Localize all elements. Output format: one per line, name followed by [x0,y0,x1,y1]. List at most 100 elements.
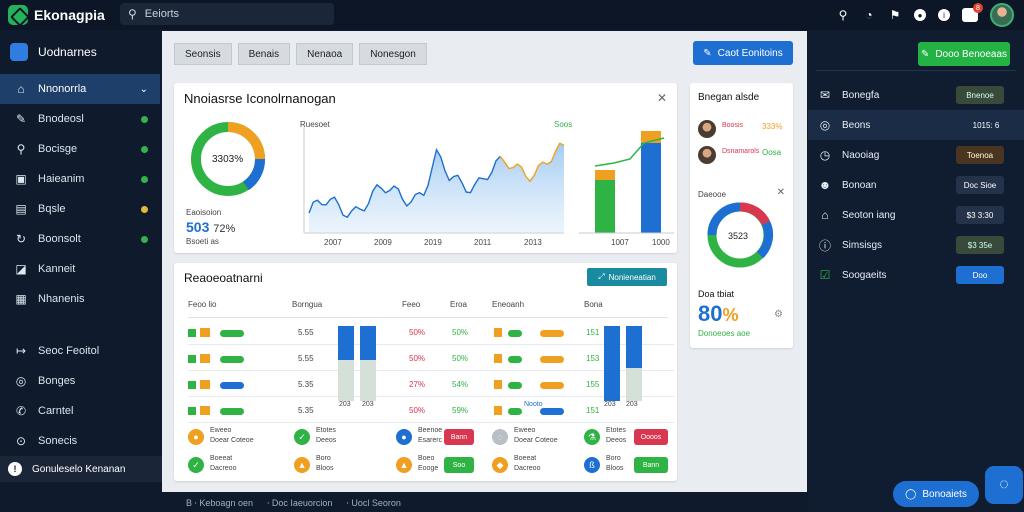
table-row[interactable]: 5.55 50% 50% 153 [188,347,674,371]
phone-icon: ✆ [15,404,27,418]
home-icon: ⌂ [17,82,25,96]
table-header[interactable]: Eneoanh [492,300,525,309]
sidebar-item[interactable]: ✎ Bnodeosl [0,104,160,134]
status-item: ⸱ Uocl Seoron [346,498,401,508]
row-icon [188,355,196,363]
warning-icon: ▲ [396,457,412,473]
table-header[interactable]: Borngua [292,300,323,309]
status-button[interactable]: Bann [444,429,474,445]
sidebar-item[interactable]: ↦ Seoc Feoitol [0,336,160,366]
bar-orange [595,170,615,180]
person-name: Dsnamarols [722,148,760,155]
info-icon[interactable]: i [938,9,950,21]
table-action-button[interactable]: ⤢ Nonieneatian [587,268,667,286]
bar-foot-label: 203 [626,401,638,408]
sidebar-item[interactable]: ⚲ Bocisge [0,134,160,164]
right-item-label: Seoton iang [842,209,896,221]
right-panel-item[interactable]: ⓘ Simsisgs $3 35e [818,230,1018,260]
table-row[interactable]: 5.35 27% 54% 155 [188,373,674,397]
status-button[interactable]: Soo [444,457,474,473]
x-tick: 2009 [374,238,392,247]
close-icon[interactable]: ✕ [776,187,785,198]
shield-icon[interactable]: ⚑ [889,8,901,22]
settings-icon[interactable]: ⚙ [774,309,783,320]
legend-sub: Dacreoo [210,465,237,472]
right-panel-item[interactable]: ◎ Beons 1015: 6 [808,110,1024,140]
side-donut-label: 3523 [728,231,749,241]
table-row[interactable]: 5.55 50% 50% 151 [188,321,674,345]
bar-fill [360,326,376,360]
bar-green [595,178,615,233]
info-icon: ! [8,462,22,476]
table-header[interactable]: Bona [584,300,603,309]
right-panel-item[interactable]: ☑ Soogaeits Doo [818,260,1018,290]
search-input[interactable]: ⚲ Eeiorts [120,3,334,25]
status-item: B ⸱ Keboagn oen [186,498,253,508]
row-icon [188,407,196,415]
sidebar-item[interactable]: ▣ Haieanim [0,164,160,194]
check-icon: ✓ [294,429,310,445]
legend-item[interactable]: ▲ Boeo Eooge [396,455,486,477]
sidebar-item[interactable]: ✆ Carntel [0,396,160,426]
right-item-label: Bonoan [842,179,877,191]
tab-benais[interactable]: Benais [237,43,291,65]
legend-item[interactable]: ● Beenoe Esarerc [396,427,486,449]
tag-icon [494,354,502,363]
table-header[interactable]: Feeo [402,300,421,309]
sidebar-header[interactable]: Uodnarnes [0,30,160,74]
close-icon[interactable]: ✕ [656,91,667,105]
app-logo[interactable]: Ekonagpia [8,5,120,25]
divider [188,317,668,318]
row-percent: 50% [452,354,469,363]
sidebar-item[interactable]: ▤ Bqsle [0,194,160,224]
right-panel-item[interactable]: ✉ Bonegfa Bnenoe [818,80,1018,110]
help-icon[interactable]: ◔ [865,8,873,22]
sidebar-item[interactable]: ◪ Kanneit [0,254,160,284]
sidebar-item[interactable]: ↻ Boonsolt [0,224,160,254]
tab-nonesgon[interactable]: Nonesgon [359,43,427,65]
right-action-button[interactable]: ✎ Dooo Benoeaas [918,42,1010,66]
legend-item[interactable]: ⚗ Etotes Deeos [584,427,674,449]
big-caption: Doa tbiat [698,289,735,299]
sidebar-item[interactable]: ◎ Bonges [0,366,160,396]
checkbox-icon: ☑ [819,268,831,282]
chart-icon: ◪ [15,262,27,276]
table-header[interactable]: Eroa [450,300,467,309]
edit-icon: ✎ [703,47,712,59]
right-panel-item[interactable]: ⌂ Seoton iang $3 3:30 [818,200,1018,230]
donut-segment [756,221,774,259]
sidebar-item[interactable]: ⌂ Nnonorrla ⌄ [0,74,160,104]
sidebar-item[interactable]: ⊙ Sonecis [0,426,160,456]
bar-tick: 1007 [611,238,629,247]
status-button[interactable]: Oooos [634,429,668,445]
table-row[interactable]: 5.35 50% 59% 151 [188,399,674,423]
person-row[interactable]: Boosis 333% [698,119,788,139]
legend-item[interactable]: ● Eweeo Doear Coteoe [188,427,278,449]
right-panel-item[interactable]: ◷ Naooiag Toenoa [818,140,1018,170]
primary-action-button[interactable]: ✎ Caot Eonitoins [693,41,793,65]
tab-seonsis[interactable]: Seonsis [174,43,232,65]
legend-item[interactable]: ◆ Boeeat Dacreoo [492,455,582,477]
sidebar-item[interactable]: ▦ Nhanenis [0,284,160,314]
floating-button[interactable]: ◯ Bonoaiets [893,481,979,507]
row-icon [188,381,196,389]
divider [816,70,1016,71]
notifications-icon[interactable]: 8 [962,3,983,22]
table-header[interactable]: Feoo lio [188,300,217,309]
legend-item[interactable]: ✓ Boeeat Dacreoo [188,455,278,477]
legend-item[interactable]: ß Boro Bloos [584,455,674,477]
avatar[interactable] [990,3,1014,27]
sidebar-footer[interactable]: ! Gonuleselo Kenanan ✕ [0,456,186,482]
chat-fab[interactable]: ◌ [985,466,1023,504]
legend-item[interactable]: ✓ Etotes Deeos [294,427,384,449]
row-value: 155 [586,380,600,389]
search-icon[interactable]: ⚲ [838,8,848,22]
tab-nenaoa[interactable]: Nenaoa [296,43,354,65]
legend-item[interactable]: ▲ Boro Bloos [294,455,384,477]
chat-icon[interactable]: ● [914,9,926,21]
person-row[interactable]: Dsnamarols Oosa [698,145,788,165]
legend-item[interactable]: ◌ Eweeo Doear Coteoe [492,427,582,449]
right-panel-item[interactable]: ☻ Bonoan Doc Sioe [818,170,1018,200]
status-button[interactable]: Bann [634,457,668,473]
clock-icon: ◷ [819,148,831,162]
